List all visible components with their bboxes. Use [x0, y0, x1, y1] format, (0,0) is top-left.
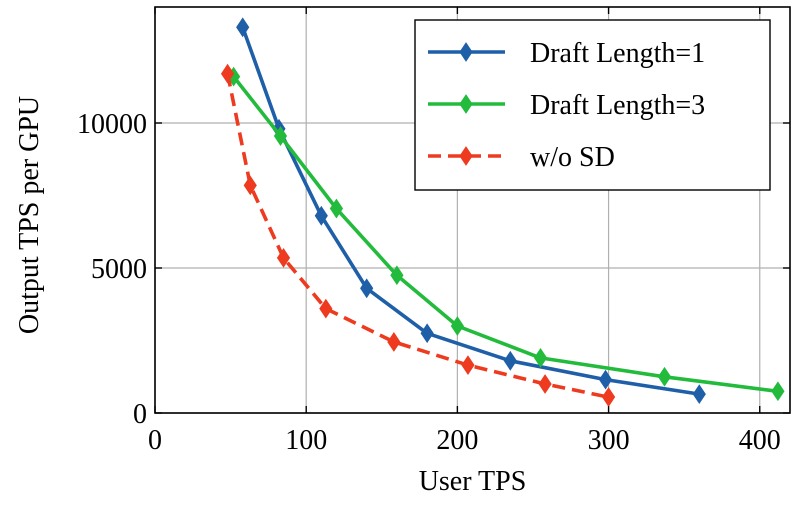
- legend-marker: [459, 94, 473, 114]
- legend: Draft Length=1 Draft Length=3 w/o SD: [414, 19, 771, 191]
- data-point: [598, 369, 613, 390]
- series-layer: [220, 17, 785, 407]
- data-point: [243, 175, 257, 196]
- data-point: [273, 126, 288, 146]
- legend-marker: [459, 146, 473, 166]
- plot-frame: [154, 6, 791, 414]
- x-tick-label: 400: [739, 425, 781, 456]
- x-tick-label: 100: [285, 425, 327, 456]
- legend-marker: [459, 42, 473, 62]
- data-point: [771, 381, 785, 402]
- data-point: [420, 323, 434, 344]
- data-point: [276, 247, 291, 268]
- data-point: [329, 198, 344, 219]
- legend-entry: Draft Length=3: [428, 90, 705, 121]
- data-point: [220, 63, 235, 84]
- legend-label: w/o SD: [530, 142, 615, 173]
- series-2: [227, 66, 785, 402]
- y-tick-label: 5000: [91, 254, 147, 285]
- data-point: [601, 387, 616, 407]
- series-line: [232, 75, 779, 394]
- data-point: [450, 316, 464, 336]
- x-tick-label: 200: [436, 425, 478, 456]
- data-point: [319, 298, 333, 319]
- data-point: [461, 355, 475, 376]
- legend-entry: w/o SD: [428, 142, 615, 173]
- data-point: [503, 350, 517, 371]
- data-point: [314, 205, 328, 226]
- y-tick-label: 0: [133, 399, 147, 430]
- x-tick-label: 0: [148, 425, 162, 456]
- data-point: [657, 366, 672, 387]
- y-axis-title: Output TPS per GPU: [14, 96, 45, 334]
- data-point: [387, 332, 401, 352]
- data-point: [692, 384, 706, 405]
- x-tick-label: 300: [588, 425, 630, 456]
- legend-label: Draft Length=1: [530, 38, 705, 69]
- series-3: [220, 63, 616, 407]
- tick-layer: 0 100 200 300 400 0 5000 10000: [77, 7, 790, 456]
- x-axis-title: User TPS: [419, 466, 527, 497]
- data-point: [236, 17, 250, 38]
- legend-label: Draft Length=3: [530, 90, 705, 121]
- series-line: [225, 73, 609, 399]
- data-point: [533, 347, 548, 368]
- data-point: [360, 278, 374, 299]
- data-point: [390, 265, 404, 286]
- data-point: [538, 374, 552, 394]
- legend-entry: Draft Length=1: [428, 38, 705, 69]
- y-tick-label: 10000: [77, 109, 147, 140]
